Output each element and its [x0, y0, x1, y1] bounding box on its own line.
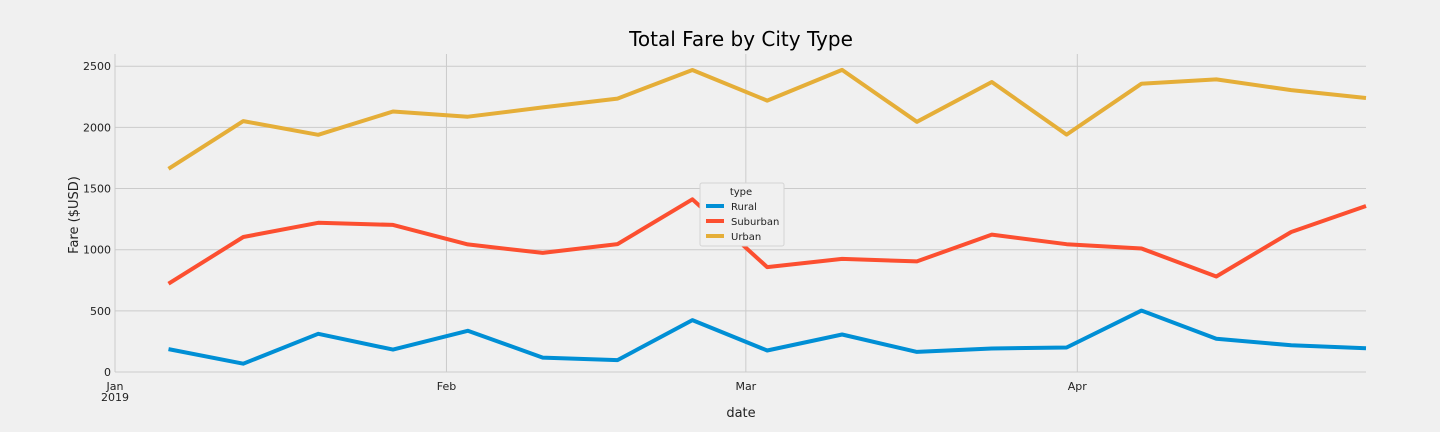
y-tick-label: 2000 [83, 121, 111, 134]
y-tick-label: 2500 [83, 60, 111, 73]
series-lines [167, 67, 1367, 366]
series-line-rural [168, 308, 1367, 366]
y-tick-label: 1000 [83, 244, 111, 257]
x-tick-label: Apr [1068, 380, 1088, 393]
x-tick-label: Feb [437, 380, 456, 393]
legend-label: Suburban [731, 217, 779, 228]
series-line-urban [167, 67, 1367, 171]
legend-label: Rural [731, 202, 757, 213]
y-tick-label: 0 [104, 366, 111, 379]
y-tick-label: 500 [90, 305, 111, 318]
x-tick-label: Jan [106, 380, 124, 393]
y-axis-label: Fare ($USD) [67, 176, 82, 254]
legend-items: Rural Suburban Urban [706, 202, 779, 243]
y-ticks: 0 500 1000 1500 2000 2500 [83, 60, 111, 379]
x-tick-label: Mar [735, 380, 756, 393]
grid [114, 54, 1366, 373]
x-tick-sublabel: 2019 [101, 391, 129, 404]
legend-label: Urban [731, 232, 761, 243]
legend-box [699, 182, 785, 247]
y-tick-label: 1500 [83, 183, 111, 196]
chart-title: Total Fare by City Type [628, 27, 853, 51]
x-axis-label: date [726, 406, 755, 421]
series-line-suburban [167, 197, 1367, 286]
legend-title: type [730, 187, 752, 198]
legend: type Rural Suburban Urban [699, 182, 785, 247]
